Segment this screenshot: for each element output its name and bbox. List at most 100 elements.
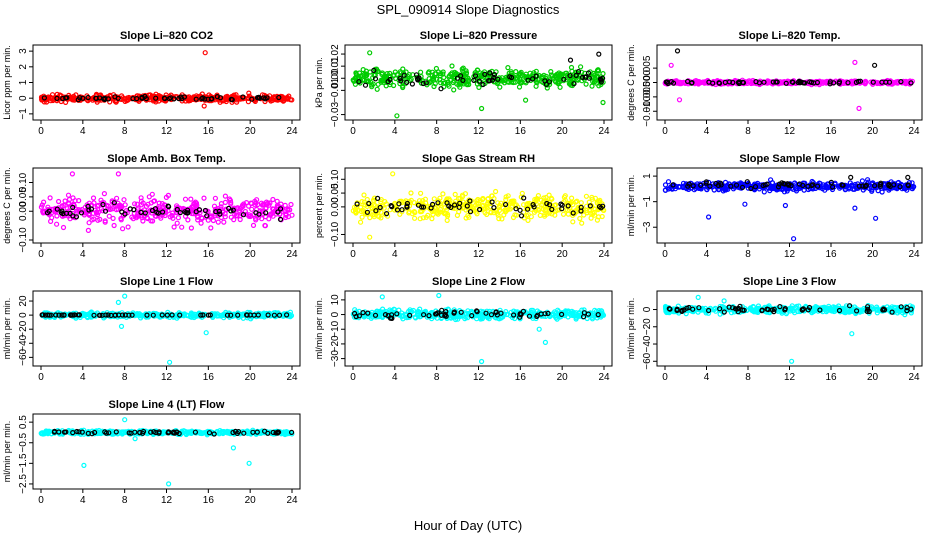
outlier-point xyxy=(118,323,125,329)
x-tick-label: 4 xyxy=(392,126,398,137)
data-point xyxy=(526,313,533,319)
data-point xyxy=(228,96,234,103)
outlier-point xyxy=(479,105,485,112)
y-axis-label: degrees C per min. xyxy=(2,167,12,244)
data-point xyxy=(554,71,560,77)
data-point xyxy=(237,209,243,215)
x-tick-label: 8 xyxy=(122,372,128,383)
data-point xyxy=(356,79,362,85)
outlier-point xyxy=(436,292,442,299)
data-point xyxy=(234,213,240,219)
outlier-point xyxy=(166,481,172,487)
data-point xyxy=(450,79,456,86)
y-tick-label: 0.00 xyxy=(330,68,341,88)
data-point xyxy=(102,219,108,225)
data-point xyxy=(141,207,147,213)
data-point xyxy=(354,201,360,207)
outlier-point xyxy=(536,326,542,332)
data-point xyxy=(533,73,539,79)
data-point xyxy=(504,311,510,318)
data-point xyxy=(59,208,65,214)
data-point xyxy=(259,202,266,208)
x-tick-label: 4 xyxy=(80,249,86,260)
y-tick-label: 3 xyxy=(18,48,29,54)
data-point xyxy=(853,308,860,314)
data-point xyxy=(857,307,863,313)
x-tick-label: 12 xyxy=(161,126,173,137)
panel-title: Slope Li–820 CO2 xyxy=(120,30,213,42)
data-point xyxy=(546,199,553,205)
data-point xyxy=(451,309,457,315)
data-point xyxy=(558,311,565,317)
data-point xyxy=(519,72,525,78)
data-point xyxy=(695,81,702,87)
data-point xyxy=(829,186,836,193)
data-point xyxy=(698,182,704,188)
data-point xyxy=(553,79,559,85)
data-point xyxy=(456,314,462,320)
data-point xyxy=(266,202,272,208)
data-point xyxy=(360,66,366,73)
data-point xyxy=(217,211,223,217)
data-point xyxy=(67,210,73,216)
data-point xyxy=(364,196,370,203)
outlier-point xyxy=(668,62,674,68)
data-point xyxy=(255,202,261,208)
data-point xyxy=(95,202,102,208)
data-point xyxy=(372,312,379,318)
data-point xyxy=(855,78,862,85)
x-tick-label: 24 xyxy=(908,126,920,137)
outlier-point xyxy=(721,298,727,304)
data-point xyxy=(59,312,65,318)
data-point xyxy=(488,209,494,215)
x-tick-label: 0 xyxy=(350,372,356,383)
x-tick-label: 0 xyxy=(38,126,44,137)
data-point xyxy=(141,213,147,219)
data-point xyxy=(174,315,180,321)
data-point xyxy=(471,77,477,84)
data-point xyxy=(537,212,543,218)
data-point xyxy=(683,311,689,317)
data-point xyxy=(139,95,145,101)
points xyxy=(350,50,606,119)
x-tick-label: 20 xyxy=(557,372,569,383)
outlier-point xyxy=(596,51,602,57)
data-point xyxy=(764,306,770,312)
data-point xyxy=(362,82,369,88)
data-point xyxy=(406,71,412,78)
data-point xyxy=(733,182,740,188)
data-point xyxy=(434,210,440,216)
data-point xyxy=(198,220,204,226)
x-tick-label: 4 xyxy=(704,126,710,137)
data-point xyxy=(99,312,105,318)
data-point xyxy=(198,312,204,318)
data-point xyxy=(783,80,789,86)
data-point xyxy=(517,314,523,320)
data-point xyxy=(201,195,207,201)
data-point xyxy=(869,188,875,194)
data-point xyxy=(859,178,866,184)
data-point xyxy=(440,71,446,77)
data-point xyxy=(820,182,827,188)
data-point xyxy=(822,187,828,193)
data-point xyxy=(62,198,68,204)
data-point xyxy=(594,67,601,74)
data-point xyxy=(525,212,531,218)
data-point xyxy=(710,80,716,86)
data-point xyxy=(560,211,567,217)
data-point xyxy=(443,313,449,319)
data-point xyxy=(382,312,389,318)
x-tick-label: 8 xyxy=(434,372,440,383)
data-point xyxy=(247,309,253,316)
data-point xyxy=(460,77,466,84)
data-point xyxy=(60,211,66,217)
data-point xyxy=(276,94,282,101)
outlier-point xyxy=(132,436,138,442)
data-point xyxy=(199,96,205,102)
data-point xyxy=(716,80,723,86)
data-point xyxy=(842,309,849,315)
data-point xyxy=(177,312,183,318)
y-tick-label: −0.10 xyxy=(330,221,341,247)
data-point xyxy=(140,218,146,224)
